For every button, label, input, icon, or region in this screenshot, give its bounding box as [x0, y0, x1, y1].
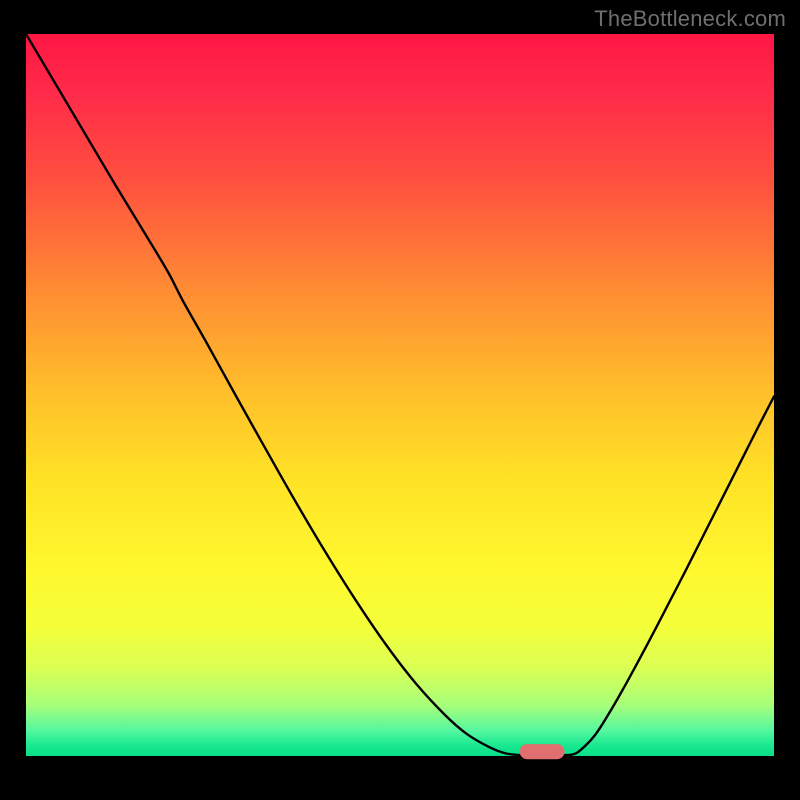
chart-stage: TheBottleneck.com [0, 0, 800, 800]
optimal-range-marker [520, 744, 565, 759]
plot-background [26, 34, 774, 756]
watermark-text: TheBottleneck.com [594, 6, 786, 32]
bottleneck-chart [0, 0, 800, 800]
